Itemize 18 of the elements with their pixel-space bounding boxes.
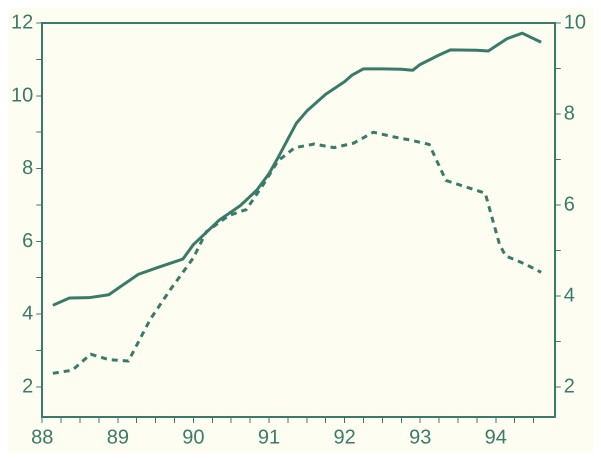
- y2-tick-label: 2: [564, 375, 575, 398]
- y-tick-label: 10: [10, 84, 34, 106]
- y-tick-label: 4: [22, 302, 34, 325]
- x-tick-label: 90: [182, 426, 205, 449]
- y-tick-label: 2: [22, 375, 34, 398]
- y2-tick-label: 8: [564, 102, 575, 125]
- y-tick-label: 6: [22, 230, 34, 252]
- y2-tick-label: 10: [564, 12, 586, 34]
- y-tick-label: 8: [22, 157, 34, 180]
- y2-tick-label: 4: [564, 284, 575, 306]
- x-tick-label: 89: [106, 426, 129, 449]
- y-tick-label: 12: [10, 12, 34, 34]
- y2-tick-label: 6: [564, 194, 575, 216]
- x-tick-label: 93: [409, 426, 432, 449]
- x-tick-label: 91: [258, 426, 280, 449]
- x-tick-label: 92: [333, 426, 356, 449]
- x-tick-label: 88: [31, 426, 54, 449]
- x-tick-label: 94: [484, 426, 507, 449]
